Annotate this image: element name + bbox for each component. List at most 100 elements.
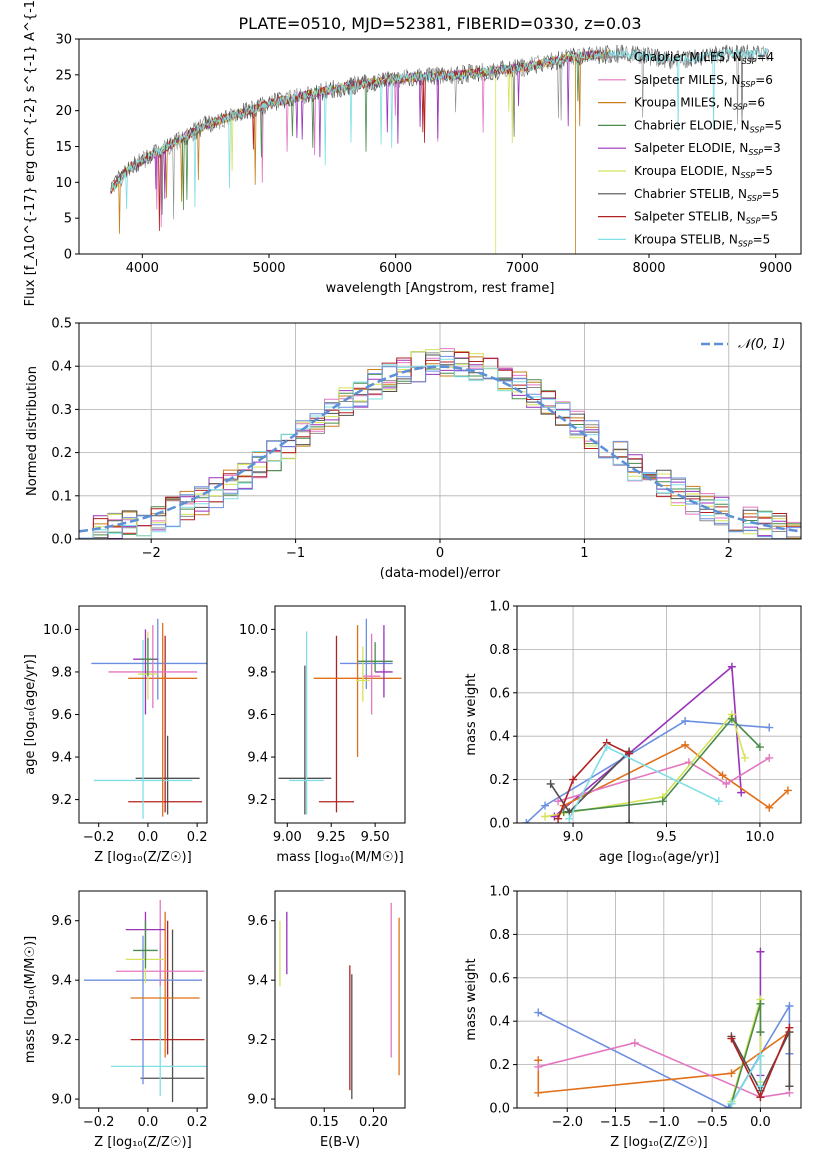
y-tick-label: 9.2 bbox=[51, 793, 72, 808]
y-tick-label: 0.8 bbox=[489, 928, 510, 943]
axes-frame bbox=[274, 605, 406, 824]
plot-area bbox=[279, 902, 400, 1100]
weight-point-marker bbox=[785, 1002, 794, 1011]
y-tick-label: 9.6 bbox=[51, 914, 72, 929]
x-tick-label: −0.2 bbox=[83, 1115, 115, 1130]
y-tick-label: 9.0 bbox=[247, 1093, 268, 1108]
spectrum-panel: 4000 5000 6000 7000 8000 9000 0 5 10 15 20 25 30 wave… bbox=[23, 0, 802, 306]
y-tick-label: 0.2 bbox=[489, 773, 510, 788]
y-tick-label: 9.6 bbox=[247, 708, 268, 723]
weight-point-marker bbox=[737, 788, 746, 797]
x-tick-label: 9.50 bbox=[361, 830, 390, 845]
x-tick-label: −1 bbox=[286, 546, 305, 561]
legend-entry: Salpeter MILES, NSSP=6 bbox=[634, 73, 773, 89]
x-tick-label: 9.5 bbox=[656, 830, 677, 845]
weight-point-marker bbox=[569, 775, 578, 784]
x-tick-label: 0.20 bbox=[359, 1115, 388, 1130]
histogram-series bbox=[79, 355, 801, 539]
errorbar-point bbox=[318, 635, 355, 813]
x-tick-label: 7000 bbox=[506, 261, 539, 276]
weight-point-marker bbox=[565, 814, 574, 823]
y-tick-label: 25 bbox=[55, 68, 72, 83]
errorbar-point bbox=[93, 640, 193, 819]
residual-histogram-panel: −2 −1 0 1 2 0.0 0.1 0.2 0.3 0.4 0.5 (data-model)/er… bbox=[25, 317, 802, 581]
legend-entry: Kroupa ELODIE, NSSP=5 bbox=[634, 164, 773, 180]
x-tick-label: 9.00 bbox=[273, 830, 302, 845]
y-tick-label: 0.4 bbox=[489, 730, 510, 745]
weight-point-marker bbox=[658, 797, 667, 806]
y-tick-label: 9.4 bbox=[247, 751, 268, 766]
weight-point-marker bbox=[785, 1082, 794, 1091]
y-axis-label: mass [log₁₀(M/M☉)] bbox=[23, 936, 38, 1063]
legend-entry: Salpeter STELIB, NSSP=5 bbox=[634, 210, 778, 226]
y-tick-label: 10 bbox=[55, 176, 72, 191]
y-tick-label: 9.4 bbox=[51, 974, 72, 989]
errorbar-point bbox=[128, 623, 198, 817]
plot-area bbox=[534, 947, 794, 1108]
weight-point-marker bbox=[534, 1088, 543, 1097]
x-tick-label: −0.5 bbox=[696, 1115, 728, 1130]
weight-series-line bbox=[557, 741, 630, 819]
errorbar-point bbox=[130, 911, 200, 1058]
errorbar-point bbox=[140, 929, 205, 1103]
extinction-mass-panel: 0.15 0.20 9.0 9.2 9.4 9.6 E(B-V) bbox=[247, 890, 406, 1150]
weight-point-marker bbox=[714, 797, 723, 806]
x-tick-label: 9.0 bbox=[563, 830, 584, 845]
y-axis-label: mass weight bbox=[464, 958, 479, 1040]
weight-point-marker bbox=[522, 819, 531, 823]
x-axis-label: (data-model)/error bbox=[380, 566, 501, 581]
y-tick-label: 10.0 bbox=[43, 623, 72, 638]
y-tick-label: 9.2 bbox=[51, 1033, 72, 1048]
weight-point-marker bbox=[756, 1028, 765, 1037]
y-tick-label: 5 bbox=[64, 212, 72, 227]
x-tick-label: 2 bbox=[725, 546, 733, 561]
weight-point-marker bbox=[534, 1062, 543, 1071]
y-tick-label: 0.0 bbox=[489, 1102, 510, 1117]
weight-point-marker bbox=[724, 1104, 733, 1108]
y-tick-label: 20 bbox=[55, 104, 72, 119]
y-tick-label: 9.6 bbox=[247, 914, 268, 929]
y-tick-label: 0 bbox=[64, 248, 72, 263]
errorbar-point bbox=[355, 646, 370, 702]
y-tick-label: 1.0 bbox=[489, 885, 510, 900]
weight-point-marker bbox=[541, 812, 550, 821]
axes-frame bbox=[516, 605, 802, 824]
weight-point-marker bbox=[554, 814, 563, 823]
y-tick-label: 0.6 bbox=[489, 686, 510, 701]
errorbar-point bbox=[313, 625, 402, 758]
spectrum-line bbox=[110, 50, 612, 199]
x-tick-label: −2.0 bbox=[551, 1115, 583, 1130]
metallicity-mass-panel: −0.2 0.0 0.2 9.0 9.2 9.4 9.6 Z [log₁₀(Z/Z☉)] mas… bbox=[23, 890, 208, 1150]
x-tick-label: 0 bbox=[436, 546, 444, 561]
legend-entry: Chabrier ELODIE, NSSP=5 bbox=[634, 118, 782, 134]
errorbar-point bbox=[278, 665, 332, 815]
weight-point-marker bbox=[727, 1099, 736, 1108]
x-axis-label: age [log₁₀(age/yr)] bbox=[599, 850, 720, 865]
x-tick-label: −0.2 bbox=[83, 830, 115, 845]
y-tick-label: 0.4 bbox=[51, 360, 72, 375]
weight-point-marker bbox=[756, 1082, 765, 1091]
metallicity-massweight-panel: −2.0 −1.5 −1.0 −0.5 0.0 0.0 0.2 0.4 0.6 0.8 1.0 Z [… bbox=[464, 885, 802, 1150]
weight-point-marker bbox=[756, 999, 765, 1008]
y-tick-label: 0.1 bbox=[51, 489, 72, 504]
weight-point-marker bbox=[625, 819, 634, 823]
figure-title: PLATE=0510, MJD=52381, FIBERID=0330, z=0… bbox=[238, 14, 641, 33]
errorbar-point bbox=[289, 631, 325, 815]
weight-point-marker bbox=[541, 801, 550, 810]
x-tick-label: 9.25 bbox=[317, 830, 346, 845]
x-tick-label: −2 bbox=[142, 546, 161, 561]
y-tick-label: 9.4 bbox=[247, 974, 268, 989]
weight-point-marker bbox=[727, 1069, 736, 1078]
y-tick-label: 0.0 bbox=[489, 817, 510, 832]
errorbar-point bbox=[133, 920, 158, 969]
spectrum-line bbox=[110, 50, 612, 231]
y-tick-label: 9.8 bbox=[247, 665, 268, 680]
spectrum-line bbox=[110, 50, 611, 211]
weight-point-marker bbox=[765, 803, 774, 812]
weight-point-marker bbox=[756, 1051, 765, 1060]
y-tick-label: 9.2 bbox=[247, 1033, 268, 1048]
errorbar-point bbox=[115, 899, 205, 987]
weight-point-marker bbox=[756, 947, 765, 956]
metallicity-age-panel: −0.2 0.0 0.2 9.2 9.4 9.6 9.8 10.0 Z [log₁₀(Z/Z☉)… bbox=[23, 605, 208, 865]
